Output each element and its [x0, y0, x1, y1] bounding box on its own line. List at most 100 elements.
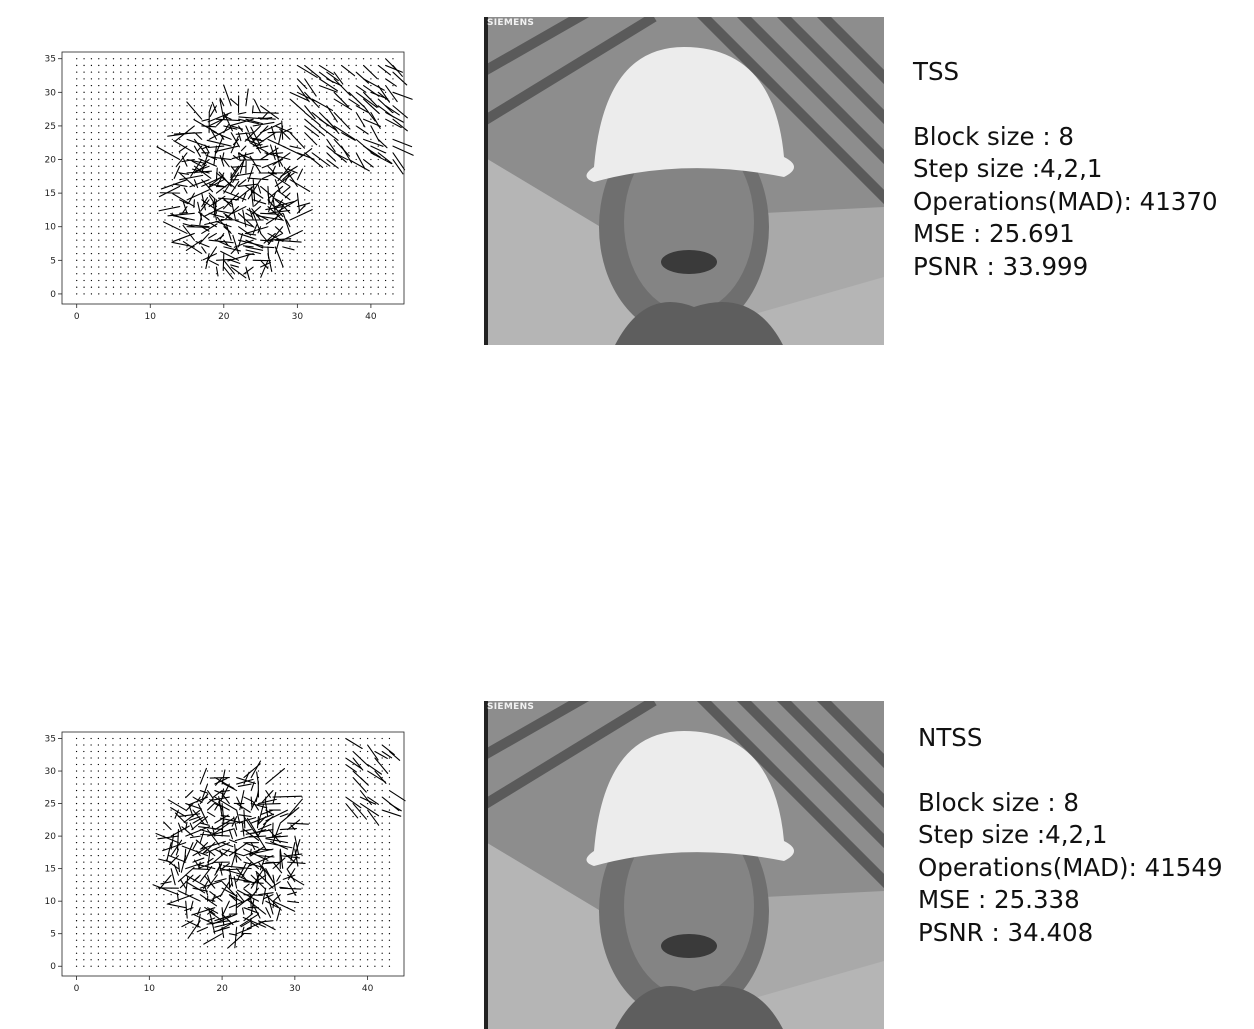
vector-dot — [280, 757, 281, 758]
vector-dot — [304, 287, 305, 288]
vector-dot — [289, 65, 290, 66]
vector-dot — [316, 744, 317, 745]
vector-dot — [345, 953, 346, 954]
vector-dot — [192, 933, 193, 934]
vector-dot — [294, 959, 295, 960]
vector-dot — [127, 855, 128, 856]
vector-dot — [345, 914, 346, 915]
vector-dot — [363, 58, 364, 59]
vector-dot — [316, 868, 317, 869]
vector-dot — [105, 253, 106, 254]
vector-dot — [200, 940, 201, 941]
vector-dot — [392, 233, 393, 234]
vector-dot — [356, 260, 357, 261]
vector-dot — [294, 920, 295, 921]
vector-dot — [179, 219, 180, 220]
vector-dot — [149, 927, 150, 928]
vector-dot — [294, 901, 295, 902]
vector-dot — [163, 751, 164, 752]
vector-dot — [253, 98, 254, 99]
vector-dot — [338, 751, 339, 752]
motion-vector — [197, 927, 207, 932]
vector-dot — [370, 260, 371, 261]
vector-dot — [83, 253, 84, 254]
vector-dot — [323, 881, 324, 882]
vector-dot — [294, 777, 295, 778]
vector-dot — [112, 822, 113, 823]
motion-vector — [305, 153, 323, 168]
vector-dot — [178, 751, 179, 752]
vector-dot — [331, 966, 332, 967]
vector-dot — [156, 907, 157, 908]
vector-dot — [323, 920, 324, 921]
vector-dot — [134, 829, 135, 830]
vector-dot — [141, 920, 142, 921]
vector-dot — [309, 783, 310, 784]
vector-dot — [98, 105, 99, 106]
vector-dot — [331, 953, 332, 954]
vector-dot — [156, 822, 157, 823]
vector-dot — [163, 933, 164, 934]
vector-dot — [289, 240, 290, 241]
vector-dot — [156, 959, 157, 960]
vector-dot — [389, 959, 390, 960]
vector-dot — [304, 213, 305, 214]
vector-dot — [172, 152, 173, 153]
vector-dot — [98, 920, 99, 921]
vector-dot — [260, 280, 261, 281]
vector-dot — [157, 105, 158, 106]
vector-dot — [164, 293, 165, 294]
vector-dot — [134, 738, 135, 739]
vector-dot — [338, 770, 339, 771]
vector-dot — [76, 842, 77, 843]
vector-dot — [287, 920, 288, 921]
vector-dot — [382, 855, 383, 856]
vector-dot — [120, 744, 121, 745]
vector-dot — [363, 132, 364, 133]
vector-dot — [294, 816, 295, 817]
vector-dot — [163, 914, 164, 915]
vector-dot — [150, 152, 151, 153]
vector-dot — [356, 199, 357, 200]
vector-dot — [185, 920, 186, 921]
vector-dot — [304, 280, 305, 281]
vector-dot — [323, 894, 324, 895]
vector-dot — [331, 855, 332, 856]
vector-dot — [83, 119, 84, 120]
vector-dot — [352, 861, 353, 862]
vector-dot — [341, 58, 342, 59]
reconstructed-frame-ntss: SIEMENS — [484, 701, 884, 1029]
y-tick-label: 0 — [50, 290, 56, 300]
vector-dot — [253, 280, 254, 281]
vector-dot — [316, 835, 317, 836]
vector-dot — [341, 159, 342, 160]
vector-dot — [149, 855, 150, 856]
vector-dot — [157, 226, 158, 227]
vector-dot — [356, 65, 357, 66]
vector-dot — [112, 933, 113, 934]
vector-dot — [83, 280, 84, 281]
vector-dot — [311, 172, 312, 173]
vector-dot — [90, 796, 91, 797]
motion-vector — [157, 147, 180, 160]
vector-dot — [91, 192, 92, 193]
vector-dot — [360, 816, 361, 817]
vector-dot — [345, 829, 346, 830]
siemens-logo: SIEMENS — [487, 18, 534, 28]
vector-dot — [323, 757, 324, 758]
mse-value: MSE : 25.691 — [913, 218, 1218, 251]
vector-dot — [105, 213, 106, 214]
vector-dot — [238, 273, 239, 274]
vector-dot — [370, 65, 371, 66]
vector-dot — [76, 152, 77, 153]
vector-dot — [149, 842, 150, 843]
vector-dot — [135, 253, 136, 254]
vector-dot — [120, 213, 121, 214]
vector-dot — [127, 861, 128, 862]
vector-dot — [338, 894, 339, 895]
vector-dot — [157, 260, 158, 261]
vector-dot — [385, 293, 386, 294]
vector-dot — [297, 253, 298, 254]
vector-dot — [83, 293, 84, 294]
vector-dot — [253, 293, 254, 294]
